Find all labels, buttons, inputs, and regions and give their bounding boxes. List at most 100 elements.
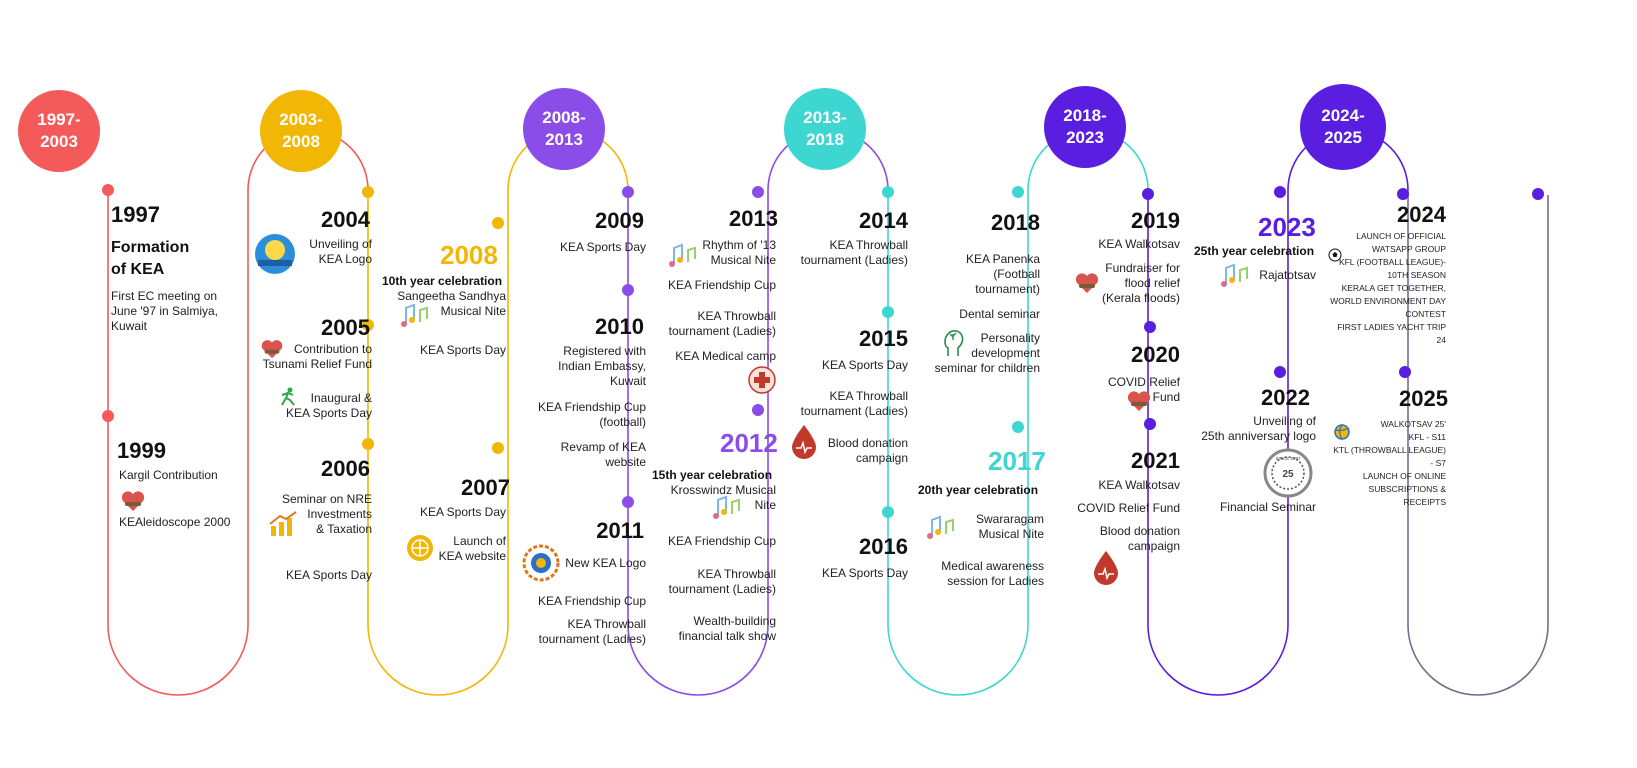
twentieth-year-celebration: 20th year celebration	[918, 483, 1039, 497]
dot-2008	[492, 217, 504, 229]
dot-2006	[362, 438, 374, 450]
era-1997-2003: 1997- 2003	[18, 90, 100, 172]
sports-day-2006: KEA Sports Day	[285, 568, 372, 582]
sports-day-2015: KEA Sports Day	[821, 358, 908, 372]
heart-hands-icon	[120, 490, 146, 512]
year-2009: 2009	[595, 208, 644, 233]
throwball-2015: KEA Throwball tournament (Ladies)	[800, 389, 908, 418]
runner-icon	[276, 387, 298, 407]
year-2017: 2017	[988, 446, 1046, 476]
blood-donation-2015: Blood donation campaign	[827, 436, 908, 465]
year-2021: 2021	[1131, 448, 1180, 473]
dot-2013	[752, 186, 764, 198]
child-head-icon	[942, 326, 966, 358]
walkotsav-2019: KEA Walkotsav	[1098, 237, 1180, 251]
first-ec-meeting: First EC meeting on June '97 in Salmiya,…	[111, 289, 219, 333]
kargil-contribution: Kargil Contribution	[119, 468, 218, 482]
year-2014: 2014	[859, 208, 908, 233]
dot-2014	[882, 186, 894, 198]
tenth-year-celebration: 10th year celebration	[382, 274, 503, 288]
year-2024: 2024	[1397, 202, 1446, 227]
music-notes-icon	[1220, 262, 1250, 288]
events-2024: LAUNCH OF OFFICIAL WATSAPP GROUP KFL (FO…	[1330, 231, 1446, 345]
era-2018-2023: 2018- 2023	[1044, 86, 1126, 168]
music-notes-icon	[668, 242, 698, 268]
era-2013-2018: 2013- 2018	[784, 88, 866, 170]
swararagam-nite: Swararagam Musical Nite	[975, 512, 1044, 541]
sports-day-2007: KEA Sports Day	[419, 505, 506, 519]
era-2024-2025: 2024- 2025	[1300, 84, 1386, 170]
walkotsav-2021: KEA Walkotsav	[1098, 478, 1180, 492]
sangeetha-sandhya: Sangeetha Sandhya Musical Nite	[397, 289, 506, 318]
year-2018: 2018	[991, 210, 1040, 235]
dot-2021	[1144, 418, 1156, 430]
blood-donation-2021: Blood donation campaign	[1099, 524, 1180, 553]
anniversary-seal-icon: 25 SINCE 1997	[1262, 448, 1314, 498]
volleyball-icon	[1334, 424, 1350, 440]
nre-seminar: Seminar on NRE Investments & Taxation	[281, 492, 372, 536]
dot-2011	[622, 496, 634, 508]
kea-new-logo-icon	[522, 544, 560, 582]
svg-text:SINCE 1997: SINCE 1997	[1275, 456, 1301, 461]
year-2015: 2015	[859, 326, 908, 351]
sports-day-2009: KEA Sports Day	[559, 240, 646, 254]
globe-icon	[406, 534, 434, 562]
year-2010: 2010	[595, 314, 644, 339]
events-2025: WALKOTSAV 25' KFL - S11 KTL (THROWBALL L…	[1333, 419, 1446, 507]
dot-2019	[1142, 188, 1154, 200]
dot-2017	[1012, 421, 1024, 433]
dot-2009	[622, 186, 634, 198]
dot-1997	[102, 184, 114, 196]
friendship-cup-2011: KEA Friendship Cup	[537, 594, 646, 608]
year-2019: 2019	[1131, 208, 1180, 233]
music-notes-icon	[400, 302, 430, 328]
dot-2020	[1144, 321, 1156, 333]
dot-2010	[622, 284, 634, 296]
year-2025: 2025	[1399, 386, 1448, 411]
revamp-website: Revamp of KEA website	[560, 440, 646, 469]
dot-2025	[1399, 366, 1411, 378]
year-2023: 2023	[1258, 212, 1316, 242]
twentyfifth-year-celebration: 25th year celebration	[1194, 244, 1315, 258]
year-2016: 2016	[859, 534, 908, 559]
covid-relief-2020: COVID Relief Fund	[1107, 375, 1180, 404]
year-2005: 2005	[321, 315, 370, 340]
dot-1999	[102, 410, 114, 422]
football-icon	[1328, 248, 1342, 262]
dot-2007	[492, 442, 504, 454]
year-2004: 2004	[321, 207, 370, 232]
dental-seminar: Dental seminar	[959, 307, 1040, 321]
friendship-cup-football: KEA Friendship Cup (football)	[537, 400, 646, 429]
dot-end	[1532, 188, 1544, 200]
dot-2023	[1274, 186, 1286, 198]
dot-2018	[1012, 186, 1024, 198]
kea-logo-icon	[250, 232, 300, 276]
fifteenth-year-celebration: 15th year celebration	[652, 468, 773, 482]
inaugural-sports-day: Inaugural & KEA Sports Day	[285, 391, 372, 420]
heart-hands-icon	[1074, 272, 1100, 294]
launch-website: Launch of KEA website	[438, 534, 506, 563]
sports-day-2016: KEA Sports Day	[821, 566, 908, 580]
friendship-cup-2012: KEA Friendship Cup	[667, 534, 776, 548]
covid-relief-2021: COVID Relief Fund	[1077, 501, 1180, 515]
year-1999: 1999	[117, 438, 166, 463]
medical-awareness: Medical awareness session for Ladies	[941, 559, 1044, 588]
financial-seminar: Financial Seminar	[1219, 500, 1316, 514]
heart-hands-icon	[1126, 390, 1152, 412]
formation-of-kea: Formation of KEA	[111, 239, 190, 278]
medical-camp: KEA Medical camp	[675, 349, 776, 363]
indian-embassy: Registered with Indian Embassy, Kuwait	[558, 344, 646, 388]
throwball-2011: KEA Throwball tournament (Ladies)	[538, 617, 646, 646]
krosswindz-nite: Krosswindz Musical Nite	[670, 483, 776, 512]
dot-2004	[362, 186, 374, 198]
friendship-cup-2013: KEA Friendship Cup	[667, 278, 776, 292]
year-2008: 2008	[440, 240, 498, 270]
heart-hands-icon	[260, 338, 284, 360]
svg-text:25: 25	[1282, 469, 1294, 480]
rhythm-musical-nite: Rhythm of '13 Musical Nite	[702, 238, 776, 267]
rajatotsav: Rajatotsav	[1259, 268, 1316, 282]
year-1997: 1997	[111, 202, 160, 227]
music-notes-icon	[926, 514, 956, 540]
tsunami-relief: Contribution to Tsunami Relief Fund	[262, 342, 372, 371]
year-2012: 2012	[720, 428, 778, 458]
